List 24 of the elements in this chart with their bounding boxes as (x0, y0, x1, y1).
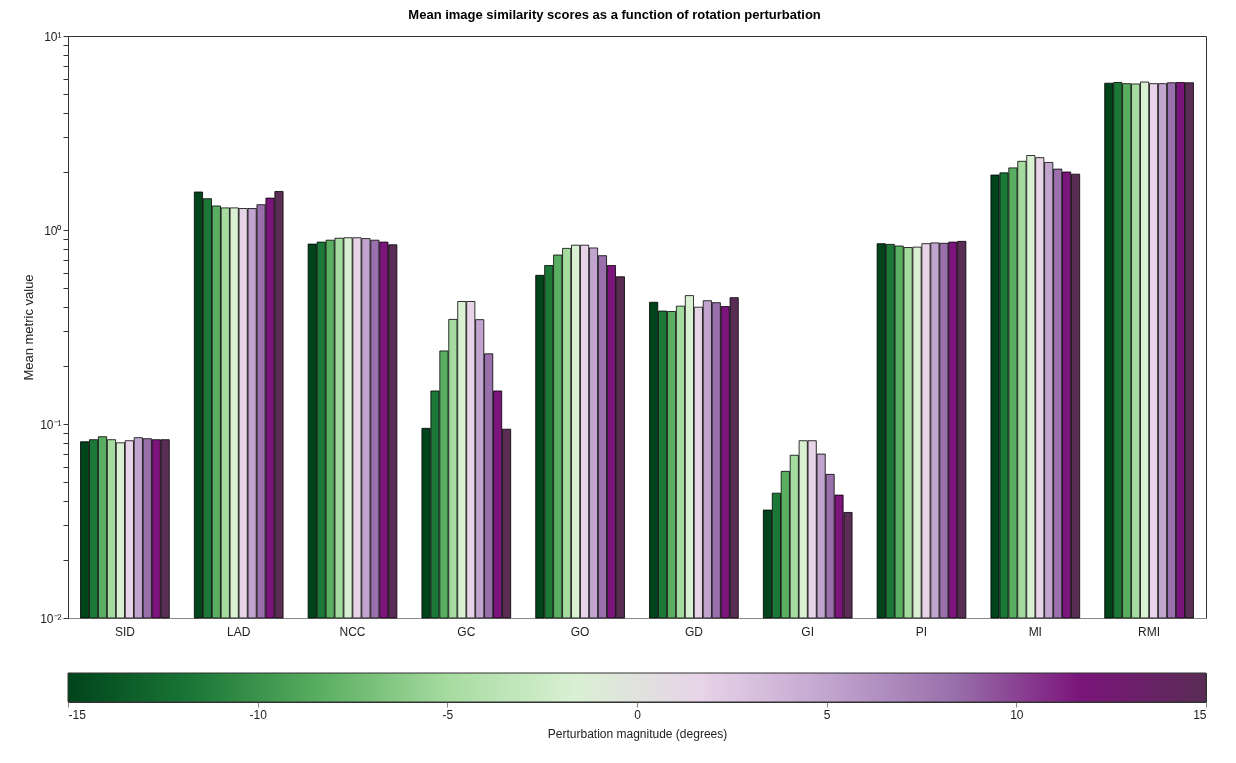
x-tick-label: GO (570, 624, 590, 639)
y-tick-label: 10⁻² (40, 611, 62, 626)
x-tick-label: GI (801, 624, 815, 639)
y-tick-label: 10⁰ (44, 223, 62, 238)
x-tick-label: GD (684, 624, 704, 639)
color-bar-label: 10 (1010, 707, 1024, 722)
color-bar-title: Perturbation magnitude (degrees) (547, 726, 728, 741)
color-bar-label: 5 (823, 707, 831, 722)
x-tick-label: SID (114, 624, 136, 639)
color-bar-label: -10 (249, 707, 268, 722)
x-tick-label: PI (915, 624, 928, 639)
y-axis-title: Mean metric value (21, 274, 37, 381)
color-bar-label: 15 (1193, 707, 1207, 722)
y-tick-label: 10⁻¹ (40, 417, 62, 432)
x-tick-label: NCC (339, 624, 366, 639)
color-bar-label: -5 (442, 707, 454, 722)
x-tick-label: MI (1028, 624, 1042, 639)
x-tick-label: LAD (227, 624, 251, 639)
x-tick-label: RMI (1138, 624, 1161, 639)
x-tick-label: GC (457, 624, 476, 639)
color-bar-label: 0 (634, 707, 642, 722)
y-tick-label: 10¹ (44, 29, 62, 44)
color-bar-label: -15 (68, 707, 87, 722)
chart-title: Mean image similarity scores as a function of rotation perturbation (408, 6, 821, 22)
